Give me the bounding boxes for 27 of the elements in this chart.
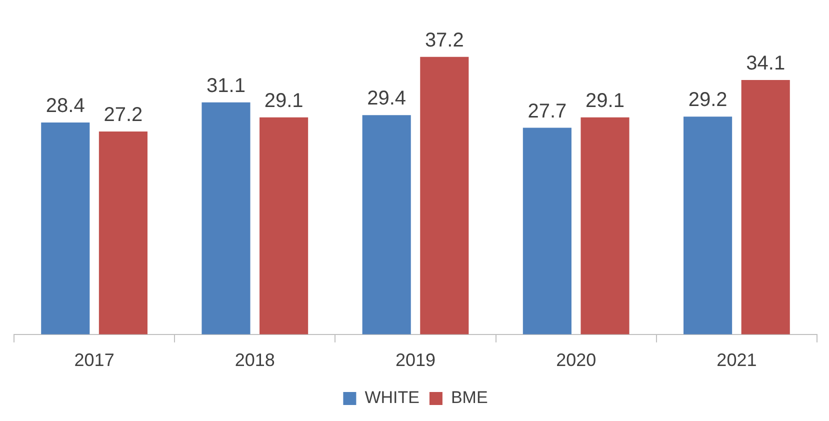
bar <box>741 80 790 334</box>
bar <box>260 117 308 334</box>
data-label: 28.4 <box>46 95 85 118</box>
data-label: 29.1 <box>586 90 624 112</box>
legend-label: BME <box>450 388 488 408</box>
data-label: 29.4 <box>367 88 406 110</box>
x-tick-label: 2021 <box>716 350 757 370</box>
data-label: 27.7 <box>528 100 567 122</box>
x-tick-label: 2019 <box>395 350 436 370</box>
data-label: 34.1 <box>746 52 786 75</box>
data-label: 31.1 <box>206 74 246 97</box>
bar <box>41 122 90 334</box>
legend-label: WHITE <box>364 388 420 408</box>
data-label: 37.2 <box>424 29 464 52</box>
bar <box>420 56 469 334</box>
data-label: 27.2 <box>104 104 143 126</box>
x-tick-label: 2017 <box>74 350 114 370</box>
data-label: 29.1 <box>264 90 304 112</box>
bar <box>522 128 572 334</box>
x-tick-label: 2018 <box>234 350 275 370</box>
bar <box>98 131 148 334</box>
bar <box>202 102 250 334</box>
data-label: 29.2 <box>688 89 728 112</box>
bar <box>580 117 630 334</box>
bar <box>684 116 732 334</box>
x-tick-label: 2020 <box>556 350 596 370</box>
bar <box>362 115 411 334</box>
